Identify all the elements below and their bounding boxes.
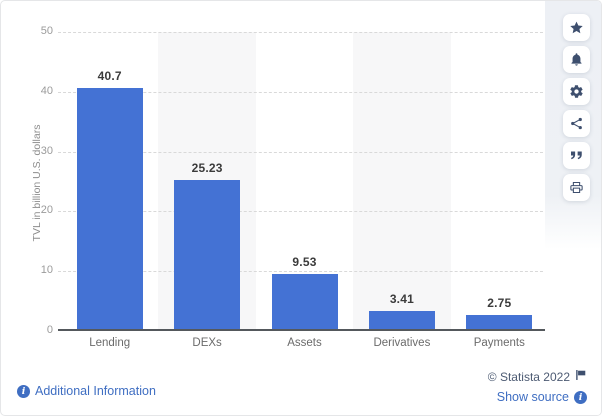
share-button[interactable] (563, 110, 590, 137)
quote-icon (571, 151, 582, 160)
y-axis-title: TVL in billion U.S. dollars (31, 124, 43, 242)
y-tick-label: 20 (40, 204, 53, 217)
y-tick-label: 0 (46, 324, 53, 336)
notifications-button[interactable] (563, 46, 590, 73)
flag-icon (575, 368, 587, 386)
x-category-label: Derivatives (373, 337, 431, 349)
x-axis-baseline (58, 329, 548, 331)
y-tick-label: 30 (40, 144, 53, 157)
x-category-label: Assets (287, 337, 322, 349)
credits: © Statista 2022 Show source (488, 368, 587, 404)
x-category-label: Lending (89, 337, 131, 349)
value-label: 2.75 (487, 295, 512, 310)
gridline (58, 271, 548, 273)
gridline (58, 91, 548, 93)
plot-band (353, 32, 451, 331)
print-icon (570, 181, 583, 194)
settings-button[interactable] (563, 78, 590, 105)
gridline (58, 32, 548, 33)
side-toolbar (545, 1, 601, 415)
print-button[interactable] (563, 174, 590, 201)
favorite-button[interactable] (563, 14, 590, 41)
gridline (58, 211, 548, 213)
share-icon (571, 117, 582, 130)
bar-payments[interactable] (466, 314, 533, 331)
bar-lending[interactable] (76, 87, 143, 331)
cite-button[interactable] (563, 142, 590, 169)
gridline (58, 151, 548, 153)
value-label: 25.23 (191, 161, 223, 176)
y-tick-label: 50 (40, 25, 53, 37)
x-category-label: Payments (473, 337, 525, 349)
show-source-label: Show source (496, 390, 569, 404)
additional-information-link[interactable]: Additional Information (17, 384, 156, 398)
info-icon (574, 390, 587, 404)
copyright-row: © Statista 2022 (488, 368, 587, 386)
x-category-label: DEXs (192, 337, 222, 349)
value-label: 40.7 (97, 68, 122, 83)
bar-derivatives[interactable] (368, 310, 435, 331)
value-label: 3.41 (389, 291, 414, 306)
copyright-text: © Statista 2022 (487, 370, 570, 384)
additional-information-label: Additional Information (35, 384, 156, 398)
info-icon (17, 384, 30, 398)
bar-assets[interactable] (271, 274, 338, 331)
star-icon (570, 21, 583, 34)
bell-icon (571, 53, 582, 66)
value-label: 9.53 (292, 255, 317, 269)
y-tick-label: 10 (40, 264, 53, 277)
gear-icon (570, 85, 583, 98)
show-source-link[interactable]: Show source (497, 390, 587, 404)
bar-dexs[interactable] (174, 180, 241, 331)
y-tick-label: 40 (40, 84, 53, 97)
